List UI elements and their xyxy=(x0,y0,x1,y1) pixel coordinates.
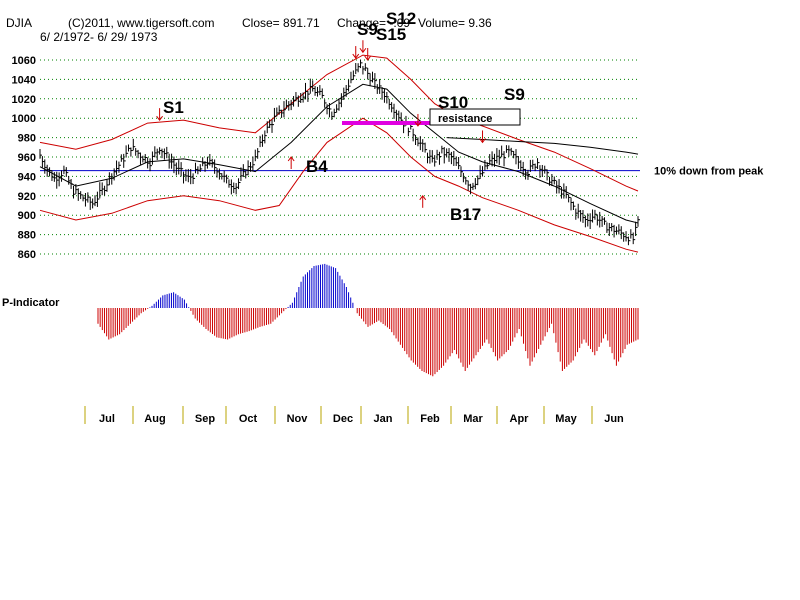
y-tick-label: 1040 xyxy=(12,74,36,86)
month-label: May xyxy=(555,413,577,425)
p-indicator-label: P-Indicator xyxy=(2,297,60,309)
signal-arrow-head xyxy=(287,156,295,162)
y-tick-label: 940 xyxy=(18,171,36,183)
signal-arrow-head xyxy=(352,53,360,59)
header-symbol: DJIA xyxy=(6,16,32,30)
month-label: Jun xyxy=(604,413,624,425)
signal-label: S15 xyxy=(376,25,406,44)
signal-label: S9 xyxy=(357,20,378,39)
y-tick-label: 1060 xyxy=(12,55,36,67)
header-change: Change= -.09 xyxy=(337,16,410,30)
month-axis: Jul Aug Sep Oct Nov Dec Jan Feb Mar Apr May Jun xyxy=(84,404,640,425)
signal-arrow-head xyxy=(364,55,372,61)
signal-arrow-head xyxy=(414,121,422,127)
month-label: Jan xyxy=(374,413,393,425)
y-tick-label: 920 xyxy=(18,191,36,203)
signal-arrow-head xyxy=(479,138,486,144)
y-tick-label: 1000 xyxy=(12,113,36,125)
month-label: Mar xyxy=(463,413,483,425)
y-tick-label: 980 xyxy=(18,133,36,145)
month-label: Aug xyxy=(144,413,165,425)
lower-band-line xyxy=(39,117,639,253)
peak-line-label: 10% down from peak xyxy=(654,166,764,178)
signal-arrow-head xyxy=(419,194,427,201)
month-label: Sep xyxy=(195,413,215,425)
month-label: Nov xyxy=(287,413,309,425)
header-close: Close= 891.71 xyxy=(242,16,320,30)
y-tick-label: 860 xyxy=(18,249,36,261)
signal-label: S12 xyxy=(386,9,416,28)
month-label: Dec xyxy=(333,413,353,425)
chart-header: DJIA (C)2011, www.tigersoft.com Close= 8… xyxy=(6,16,492,44)
signal-arrow-head xyxy=(156,115,164,121)
long-average-line xyxy=(446,137,639,155)
price-chart: 1060 1040 1020 1000 980 960 940 920 900 880 860 10%… xyxy=(12,9,765,261)
month-label: Oct xyxy=(239,413,258,425)
signal-label: B17 xyxy=(450,205,481,224)
y-tick-label: 1020 xyxy=(12,94,36,106)
month-label: Jul xyxy=(99,413,115,425)
signal-arrow-head xyxy=(359,47,367,54)
month-label: Feb xyxy=(420,413,440,425)
resistance-label: resistance xyxy=(438,113,492,125)
header-date-range: 6/ 2/1972- 6/ 29/ 1973 xyxy=(40,30,158,44)
y-tick-label: 960 xyxy=(18,152,36,164)
y-tick-label: 880 xyxy=(18,230,36,242)
header-volume: Volume= 9.36 xyxy=(418,16,492,30)
signal-label: B4 xyxy=(306,157,328,176)
y-tick-label: 900 xyxy=(18,210,36,222)
header-copyright: (C)2011, www.tigersoft.com xyxy=(68,16,215,30)
signal-label: S9 xyxy=(504,85,525,104)
resistance-box xyxy=(429,108,521,126)
month-label: Apr xyxy=(510,413,530,425)
signal-label: S1 xyxy=(163,98,184,117)
p-indicator-chart: P-Indicator xyxy=(2,263,639,377)
signal-label: S10 xyxy=(438,93,468,112)
upper-band-line xyxy=(39,54,639,192)
